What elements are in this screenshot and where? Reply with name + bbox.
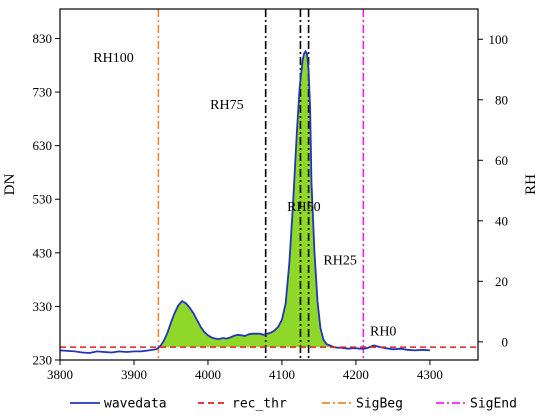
legend-label-wavedata: wavedata [104, 397, 167, 412]
y-left-tick-label: 430 [33, 245, 53, 260]
axes-layer: 3800 3900 4000 4100 4200 4300 230 330 430 530 630 7… [2, 8, 539, 382]
annotation-rh100: RH100 [93, 51, 133, 66]
signal-area-fill [158, 51, 364, 348]
y-right-axis-title: RH [523, 174, 539, 195]
annotation-rh50: RH50 [287, 200, 320, 215]
signal-fill-layer [158, 51, 364, 348]
series-layer [59, 49, 478, 354]
y-left-tick-label: 530 [33, 192, 53, 207]
x-tick-label: 4200 [343, 367, 369, 382]
y-right-tick-label: 20 [495, 274, 508, 289]
annotations-layer: RH100 RH75 RH50 RH25 RH0 [93, 51, 396, 339]
annotation-rh0: RH0 [370, 324, 396, 339]
x-tick-label: 4000 [195, 367, 221, 382]
y-left-tick-label: 630 [33, 138, 53, 153]
y-right-tick-label: 40 [495, 213, 508, 228]
x-tick-label: 4300 [417, 367, 443, 382]
y-right-tick-label: 100 [489, 32, 509, 47]
y-left-tick-label: 730 [33, 85, 53, 100]
y-left-axis-title: DN [2, 174, 18, 196]
x-tick-label: 4100 [269, 367, 295, 382]
vertical-lines-layer [157, 9, 365, 360]
wavedata-line [59, 49, 430, 354]
legend-label-SigEnd: SigEnd [470, 397, 517, 412]
x-tick-label: 3900 [121, 367, 147, 382]
annotation-rh25: RH25 [323, 254, 356, 269]
y-left-tick-label: 330 [33, 299, 53, 314]
y-left-tick-label: 230 [33, 353, 53, 368]
legend-label-SigBeg: SigBeg [356, 397, 403, 412]
plot-frame [59, 8, 479, 361]
annotation-rh75: RH75 [210, 98, 243, 113]
x-tick-label: 3800 [47, 367, 73, 382]
legend-label-rec-thr: rec_thr [232, 397, 287, 412]
legend: wavedata rec_thr SigBeg SigEnd [70, 397, 517, 412]
y-right-tick-label: 0 [502, 334, 509, 349]
y-right-tick-label: 80 [495, 92, 508, 107]
y-right-tick-label: 60 [495, 153, 508, 168]
y-left-tick-label: 830 [33, 31, 53, 46]
